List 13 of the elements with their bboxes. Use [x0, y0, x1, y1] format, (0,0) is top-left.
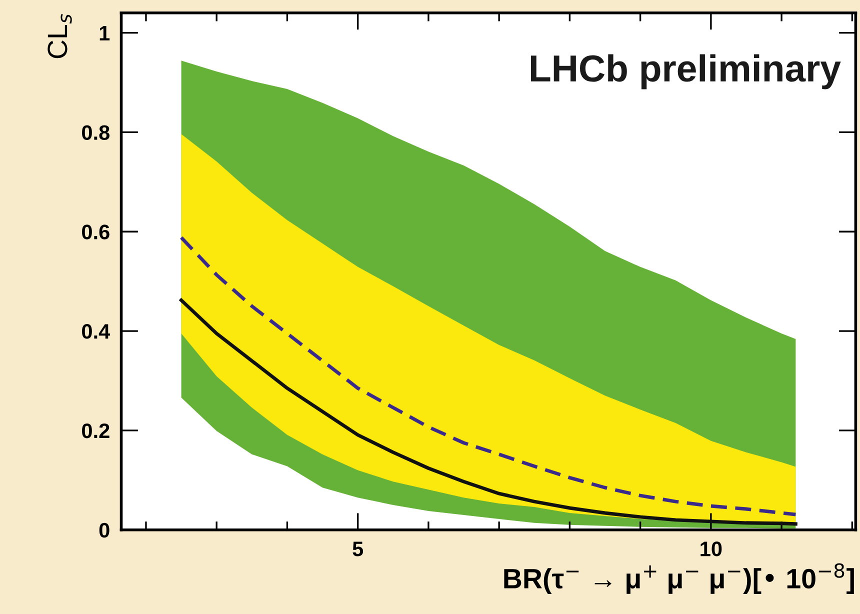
y-tick-label: 0.8 — [82, 125, 110, 140]
line-series — [180, 236, 798, 516]
text: BR(τ$^{−}$ → μ$^{+}$ μ$^{−}$ μ$^{−}$)[• 10$^{−8}$] — [504, 563, 854, 594]
x-tick-label: 5 — [352, 542, 364, 556]
line-series — [180, 298, 798, 526]
x-tick-label: 10 — [700, 542, 722, 556]
y-tick-label: 1 — [100, 26, 110, 40]
y-tick-label: 0.6 — [82, 224, 110, 240]
y-tick-label: 0.4 — [82, 324, 110, 339]
y-tick-label: 0.2 — [82, 423, 110, 438]
annotation: LHCb preliminary — [530, 54, 841, 90]
y-axis-title: CL$_{s}$ — [48, 14, 72, 58]
y-tick-label: 0 — [99, 522, 110, 538]
